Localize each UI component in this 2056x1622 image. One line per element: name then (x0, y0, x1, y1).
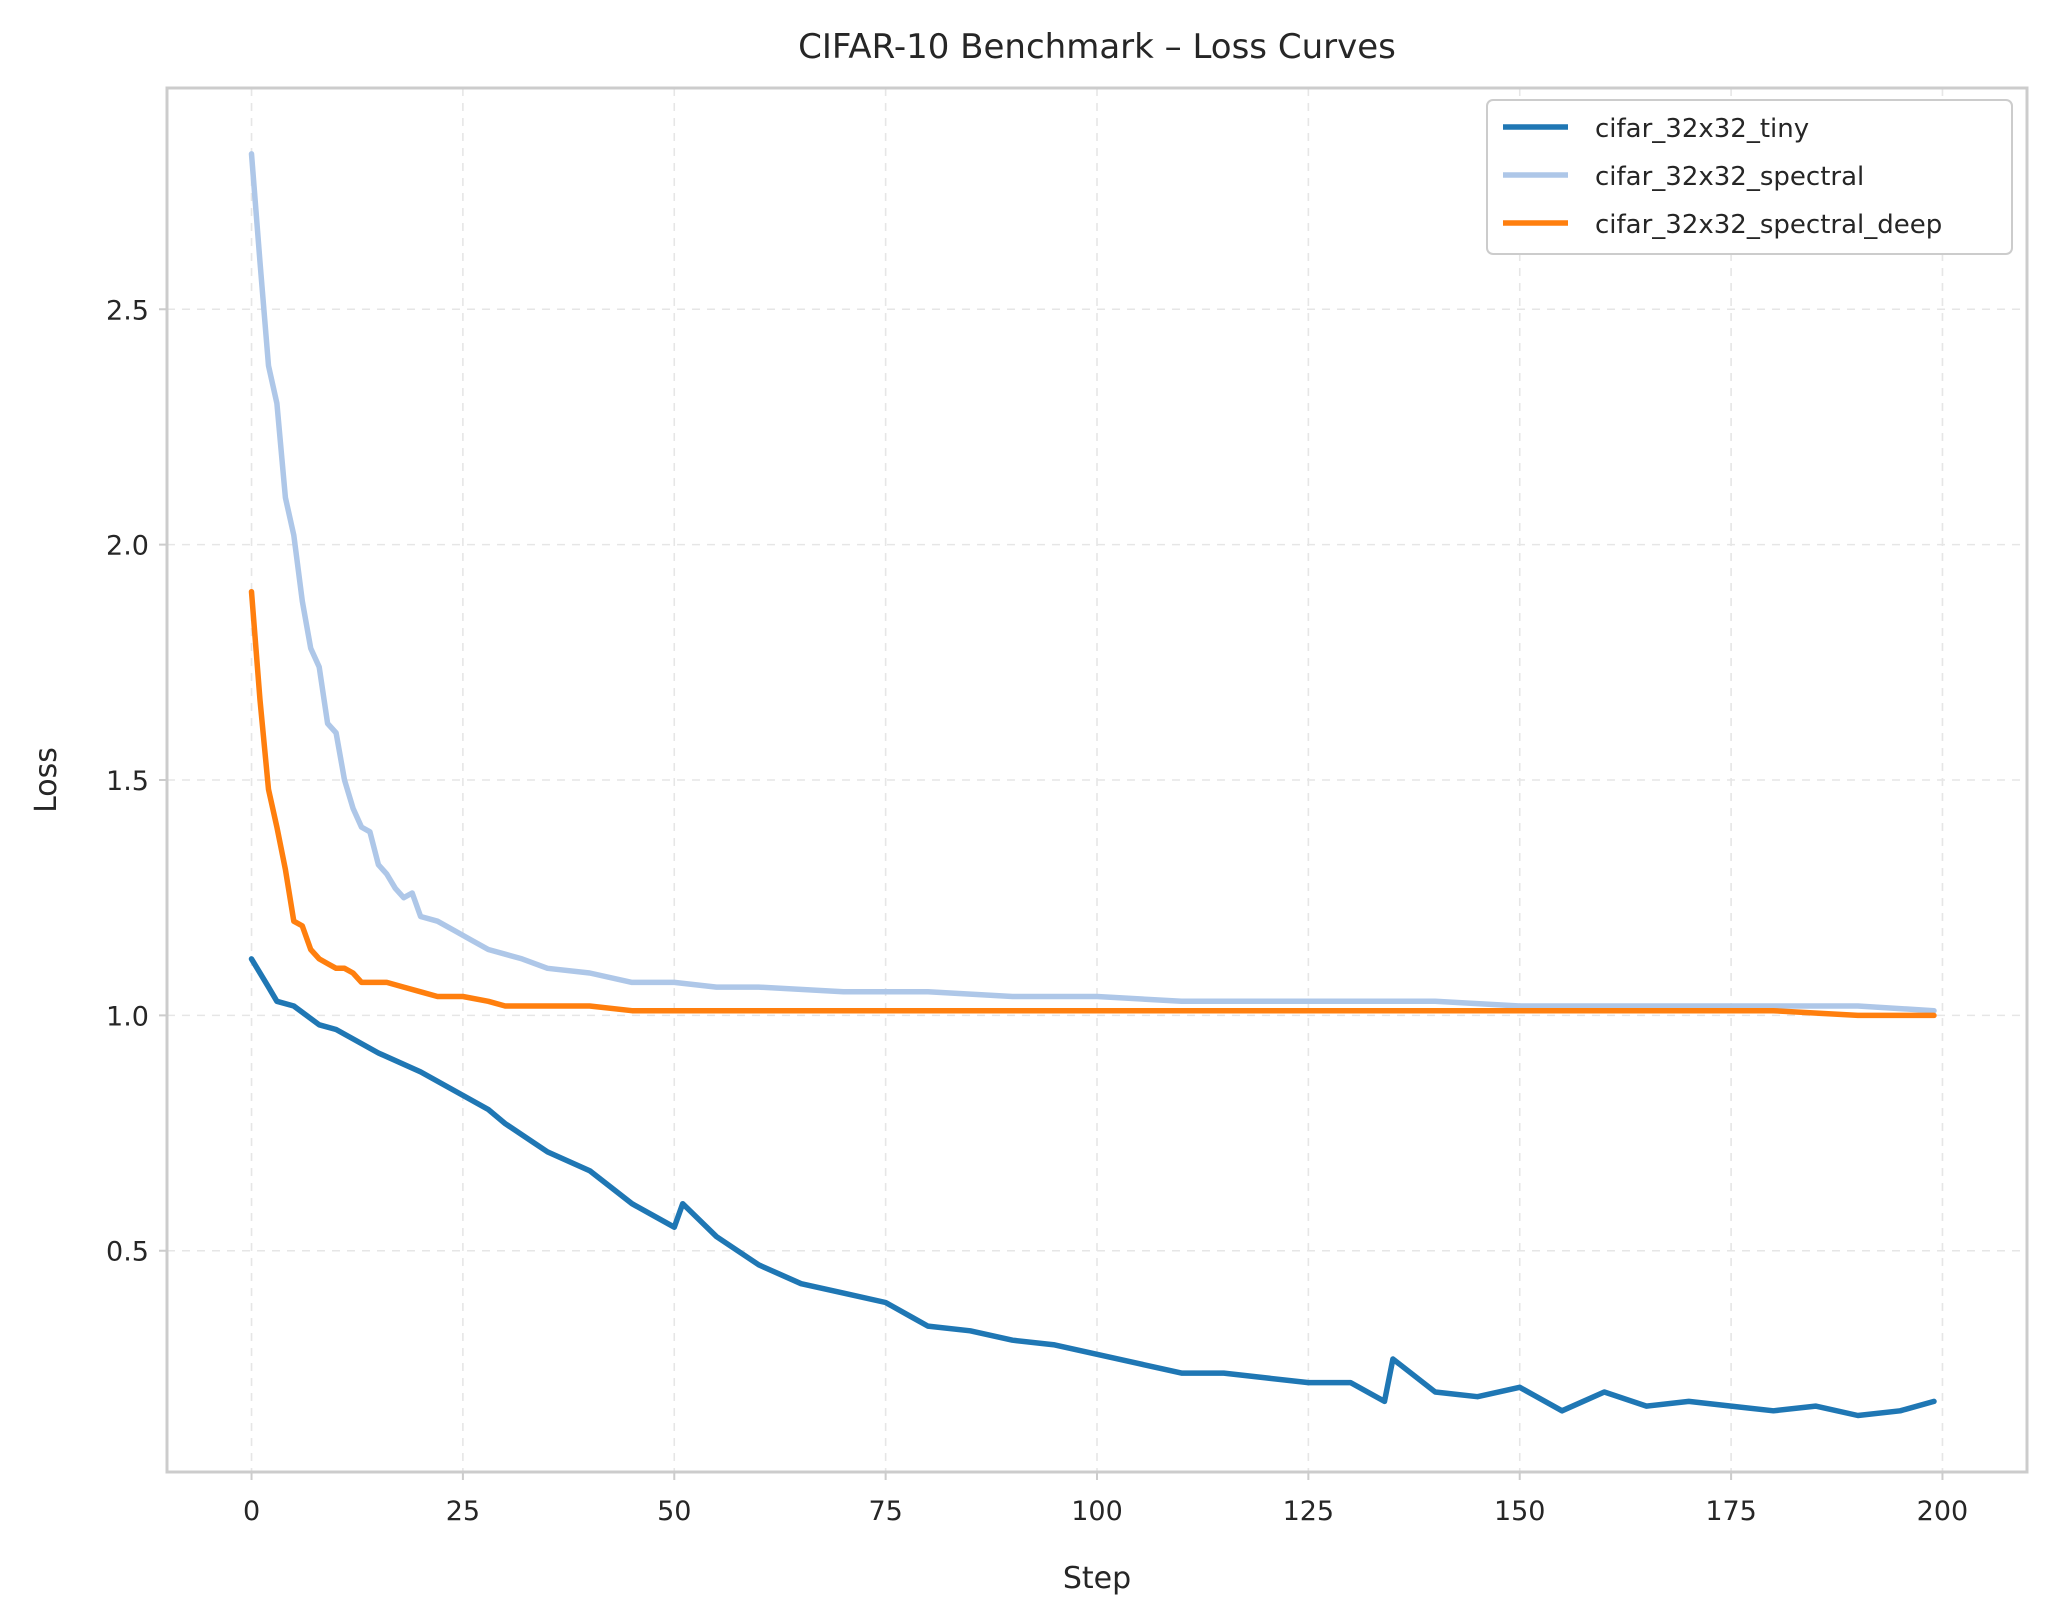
axis-ticks: 0 25 50 75 100 125 150 175 200 0.5 1.0 1.5 2.0 2.5 (106, 295, 1968, 1527)
x-tick-label: 100 (1071, 1496, 1123, 1527)
y-tick-label: 1.0 (106, 1001, 149, 1032)
x-tick-label: 125 (1283, 1496, 1335, 1527)
y-tick-label: 1.5 (106, 766, 149, 797)
x-tick-label: 0 (243, 1496, 260, 1527)
y-tick-label: 2.0 (106, 531, 149, 562)
x-tick-label: 50 (657, 1496, 691, 1527)
series-line-1 (248, 151, 1937, 1014)
chart-title: CIFAR-10 Benchmark – Loss Curves (798, 27, 1396, 67)
series-line-0 (248, 956, 1937, 1419)
series-line-2 (248, 588, 1937, 1019)
y-axis-label: Loss (29, 747, 64, 813)
legend-box (1486, 99, 2013, 255)
series-lines (248, 151, 1937, 1419)
x-axis-label: Step (1063, 1561, 1131, 1596)
legend-label-spectral: cifar_32x32_spectral (1595, 162, 1864, 192)
grid-lines (167, 88, 2027, 1472)
x-tick-label: 175 (1705, 1496, 1757, 1527)
x-tick-label: 75 (868, 1496, 902, 1527)
y-tick-label: 0.5 (106, 1237, 149, 1268)
x-tick-label: 150 (1494, 1496, 1546, 1527)
x-tick-label: 200 (1917, 1496, 1969, 1527)
legend-label-tiny: cifar_32x32_tiny (1595, 114, 1809, 144)
y-tick-label: 2.5 (106, 295, 149, 326)
legend-label-spectral-deep: cifar_32x32_spectral_deep (1595, 210, 1942, 240)
x-tick-label: 25 (446, 1496, 480, 1527)
legend: cifar_32x32_tiny cifar_32x32_spectral ci… (1486, 99, 2013, 255)
